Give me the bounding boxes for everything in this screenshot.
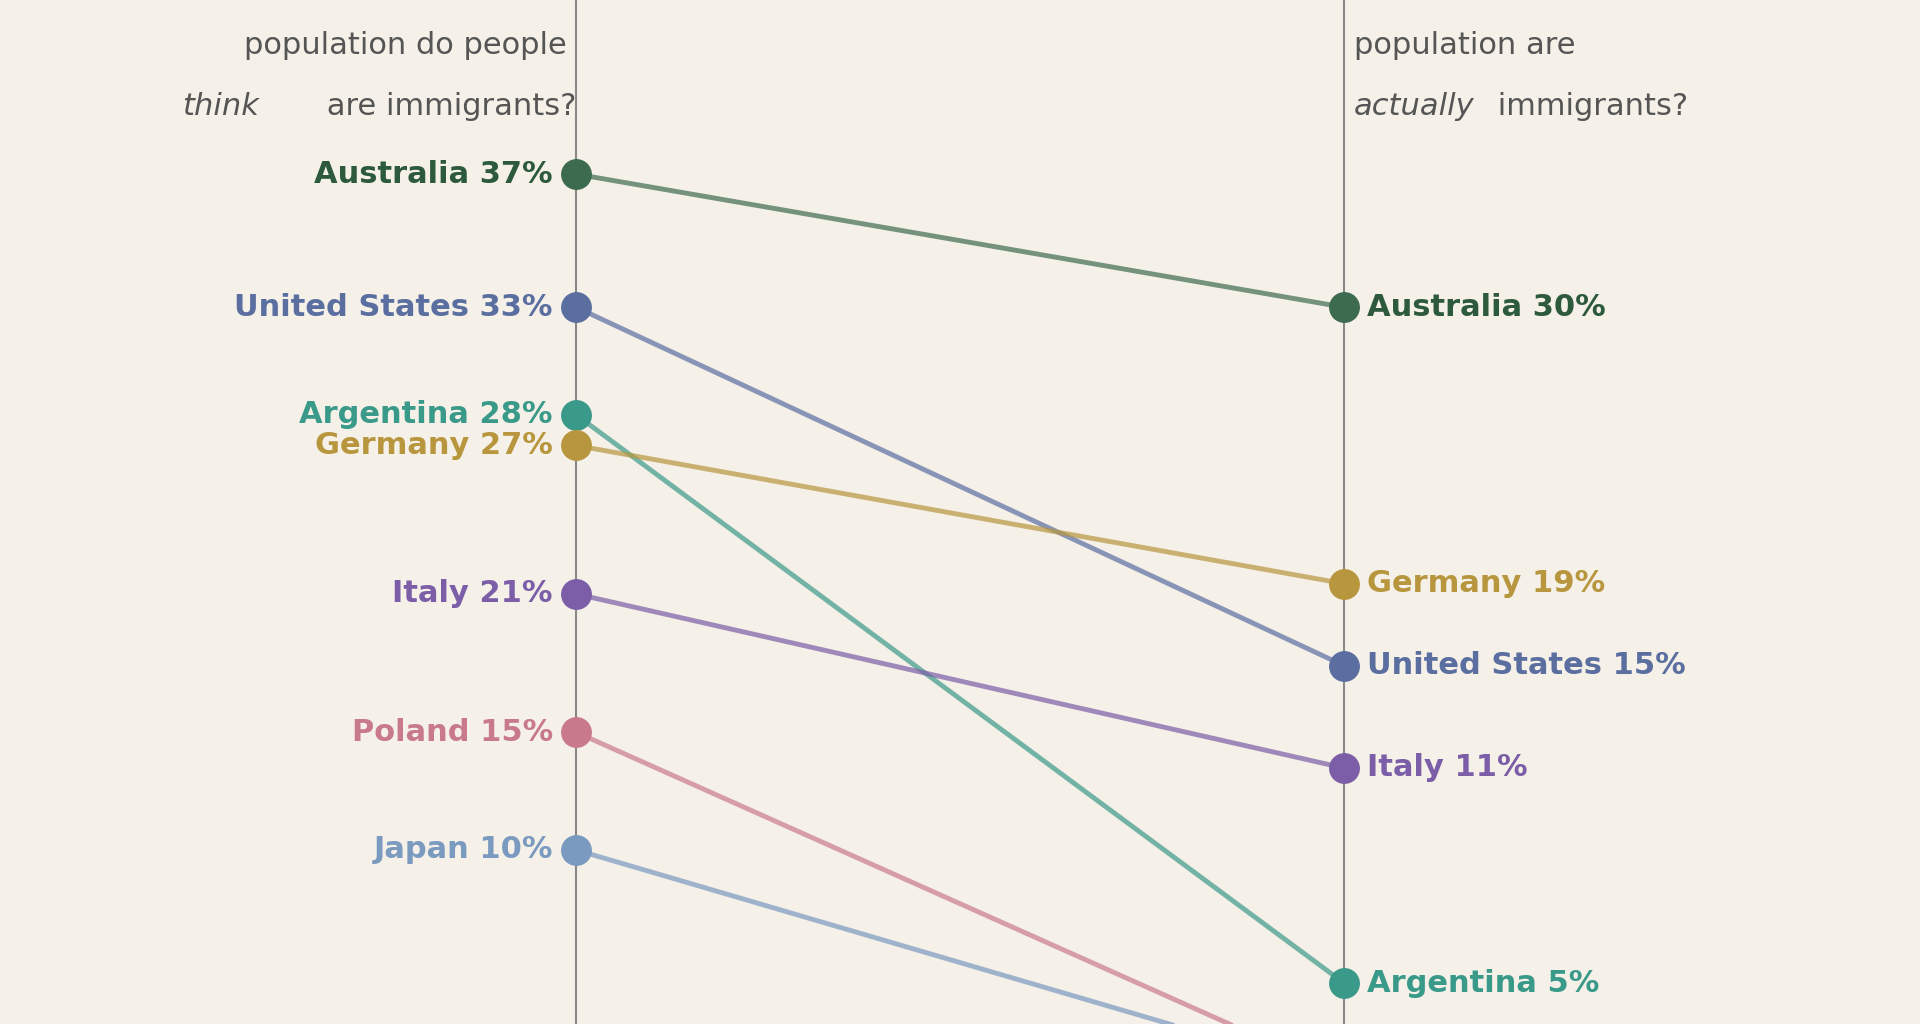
- Text: Japan 10%: Japan 10%: [374, 836, 553, 864]
- Text: think: think: [182, 92, 259, 121]
- Point: [561, 842, 591, 858]
- Text: Australia 37%: Australia 37%: [315, 160, 553, 188]
- Point: [561, 407, 591, 423]
- Point: [561, 437, 591, 454]
- Text: population are: population are: [1354, 31, 1574, 59]
- Text: Germany 27%: Germany 27%: [315, 431, 553, 460]
- Point: [561, 586, 591, 602]
- Point: [561, 724, 591, 740]
- Text: population do people: population do people: [244, 31, 566, 59]
- Point: [1329, 299, 1359, 315]
- Text: Germany 19%: Germany 19%: [1367, 569, 1605, 598]
- Text: Poland 15%: Poland 15%: [351, 718, 553, 746]
- Point: [561, 166, 591, 182]
- Text: Argentina 5%: Argentina 5%: [1367, 969, 1599, 997]
- Text: Argentina 28%: Argentina 28%: [300, 400, 553, 429]
- Text: Australia 30%: Australia 30%: [1367, 293, 1605, 322]
- Point: [1329, 760, 1359, 776]
- Text: are immigrants?: are immigrants?: [317, 92, 576, 121]
- Point: [1329, 575, 1359, 592]
- Point: [1329, 975, 1359, 991]
- Text: Italy 11%: Italy 11%: [1367, 754, 1528, 782]
- Text: immigrants?: immigrants?: [1488, 92, 1688, 121]
- Text: United States 15%: United States 15%: [1367, 651, 1686, 680]
- Text: United States 33%: United States 33%: [234, 293, 553, 322]
- Point: [1329, 657, 1359, 674]
- Point: [561, 299, 591, 315]
- Text: Italy 21%: Italy 21%: [392, 580, 553, 608]
- Text: actually: actually: [1354, 92, 1475, 121]
